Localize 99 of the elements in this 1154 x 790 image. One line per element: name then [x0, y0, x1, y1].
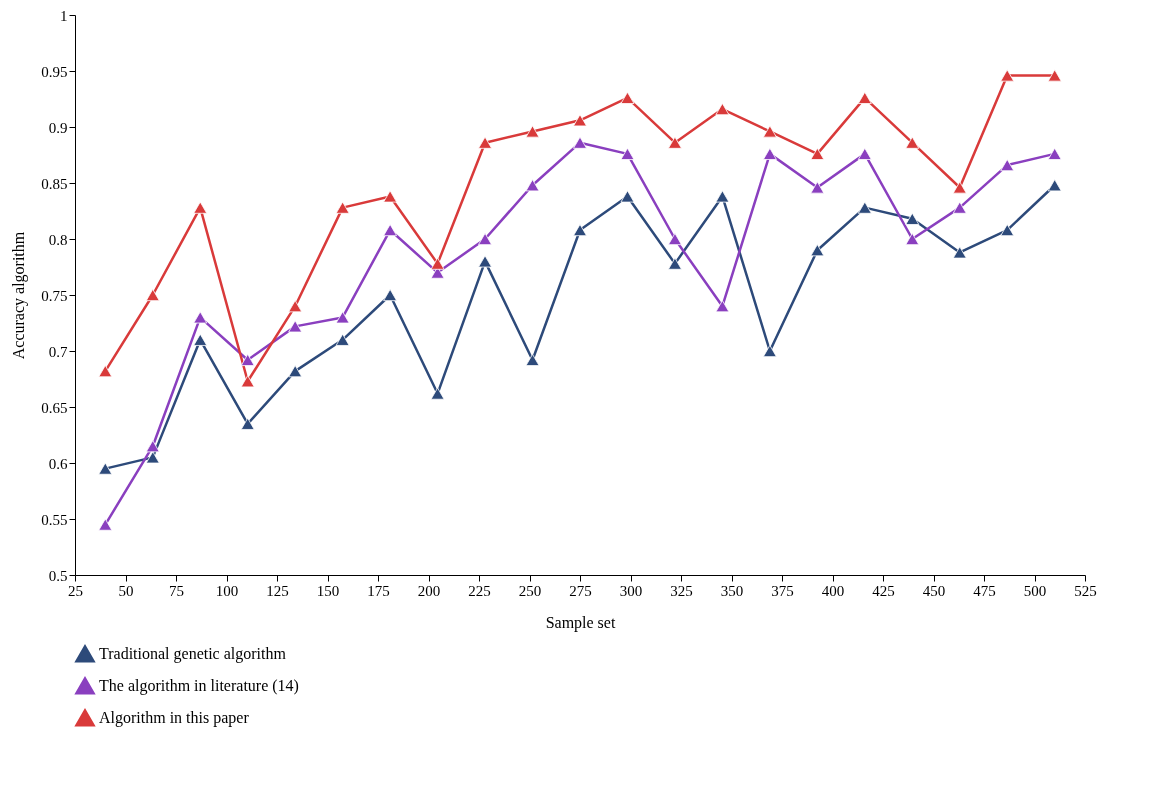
y-tick-label: 0.85: [41, 175, 68, 192]
point: [430, 387, 445, 400]
point: [1000, 223, 1015, 237]
point: [383, 190, 398, 203]
x-tick-label: 125: [266, 582, 289, 599]
point: [573, 114, 587, 127]
x-tick-label: 350: [720, 582, 744, 599]
point: [145, 288, 160, 302]
point: [573, 223, 587, 237]
x-tick-label: 450: [922, 582, 946, 599]
y-axis-title: Accuracy algorithm: [10, 231, 29, 360]
point: [525, 179, 540, 192]
x-tick-label: 425: [872, 582, 895, 599]
y-tick-label: 0.5: [48, 567, 68, 584]
x-tick-label: 250: [518, 582, 542, 599]
point: [240, 375, 255, 388]
point: [193, 311, 208, 324]
point: [288, 300, 303, 313]
x-tick-label: 175: [367, 582, 390, 599]
point: [810, 181, 825, 194]
legend-label: Traditional genetic algorithm: [99, 645, 287, 663]
x-tick-label: 25: [68, 582, 83, 599]
y-tick-label: 0.9: [48, 119, 68, 136]
x-tick-label: 475: [973, 582, 996, 599]
x-tick-label: 225: [468, 582, 491, 599]
point: [240, 417, 255, 430]
point: [668, 136, 682, 149]
point: [715, 300, 730, 313]
x-tick-label: 500: [1023, 582, 1047, 599]
x-tick-label: 200: [417, 582, 441, 599]
point: [1047, 147, 1062, 160]
point: [98, 365, 113, 378]
point: [288, 320, 303, 333]
point: [668, 232, 682, 246]
point: [1047, 179, 1062, 192]
point: [478, 232, 492, 246]
point: [383, 288, 398, 302]
y-tick-label: 0.7: [48, 343, 68, 360]
point: [952, 201, 967, 214]
point: [905, 136, 920, 149]
point: [668, 257, 682, 270]
point: [383, 223, 398, 237]
point: [430, 257, 445, 270]
point: [193, 201, 208, 214]
point: [478, 255, 492, 268]
x-tick-label: 375: [771, 582, 794, 599]
point: [145, 440, 160, 453]
y-tick-label: 0.6: [48, 455, 68, 472]
point: [478, 136, 492, 149]
point: [857, 91, 872, 104]
y-tick-label: 1: [60, 7, 68, 24]
point: [573, 136, 587, 149]
point: [98, 518, 113, 531]
y-tick-label: 0.75: [41, 287, 68, 304]
point: [335, 311, 350, 324]
y-tick-label: 0.55: [41, 511, 68, 528]
x-tick-label: 100: [215, 582, 239, 599]
y-tick-label: 0.65: [41, 399, 68, 416]
x-tick-label: 50: [118, 582, 134, 599]
x-axis-title: Sample set: [545, 613, 616, 632]
point: [335, 201, 350, 214]
point: [905, 232, 920, 246]
x-tick-label: 525: [1074, 582, 1097, 599]
point: [240, 353, 255, 367]
x-tick-label: 275: [569, 582, 592, 599]
point: [525, 353, 540, 367]
point: [193, 333, 208, 346]
point: [1047, 69, 1062, 82]
point: [98, 462, 113, 475]
x-tick-label: 325: [670, 582, 693, 599]
y-tick-label: 0.95: [41, 63, 68, 80]
x-tick-label: 150: [316, 582, 340, 599]
point: [810, 244, 825, 257]
point: [952, 181, 967, 194]
legend-label: Algorithm in this paper: [99, 709, 250, 727]
point: [762, 344, 777, 358]
point: [620, 190, 635, 203]
point: [1000, 69, 1015, 82]
point: [857, 201, 872, 214]
point: [762, 125, 777, 138]
point: [1000, 159, 1015, 172]
point: [288, 365, 303, 378]
point: [952, 246, 967, 259]
point: [525, 125, 540, 138]
legend-label: The algorithm in literature (14): [99, 677, 299, 695]
point: [335, 333, 350, 346]
point: [857, 147, 872, 160]
x-tick-label: 75: [169, 582, 184, 599]
point: [145, 451, 160, 464]
x-tick-label: 400: [821, 582, 845, 599]
x-tick-label: 300: [619, 582, 643, 599]
point: [620, 91, 635, 104]
point: [762, 147, 777, 160]
y-tick-label: 0.8: [48, 231, 68, 248]
point: [905, 212, 920, 225]
point: [810, 147, 825, 160]
point: [620, 147, 635, 160]
point: [715, 103, 730, 116]
point: [715, 190, 730, 203]
